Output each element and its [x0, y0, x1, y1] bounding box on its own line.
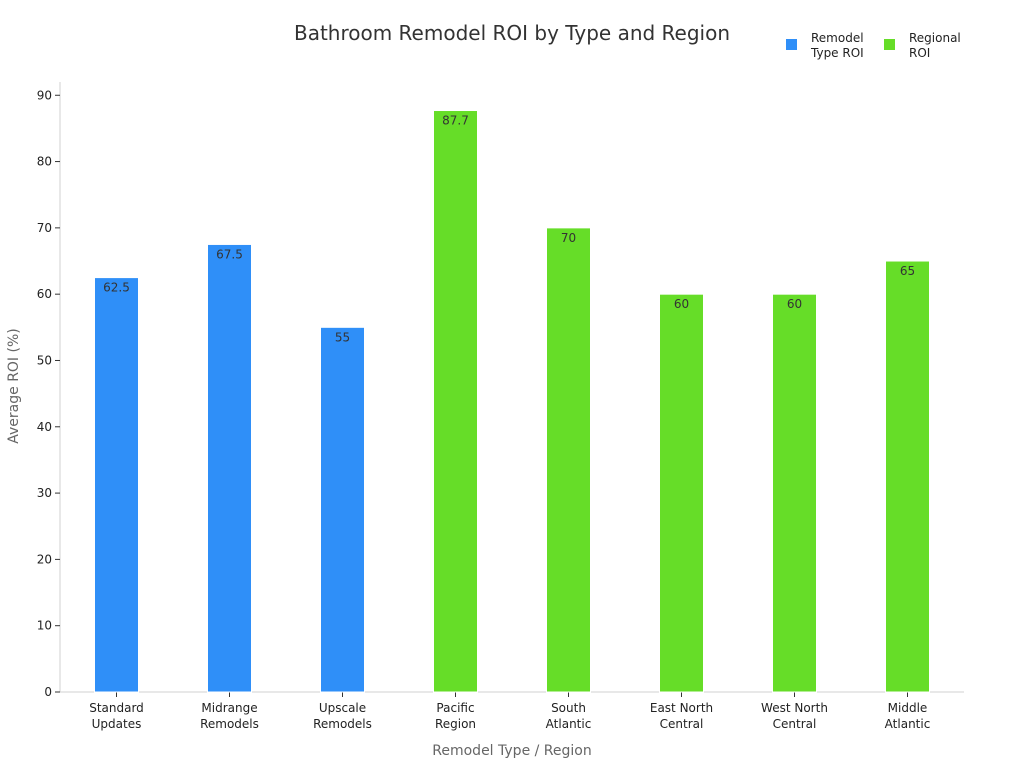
bar-value-label: 55 [335, 330, 350, 344]
legend-label: Remodel Type ROI [810, 31, 864, 60]
bar-value-label: 87.7 [442, 114, 469, 128]
chart-title: Bathroom Remodel ROI by Type and Region [294, 21, 730, 45]
y-tick-label: 90 [37, 88, 52, 102]
legend-swatch [884, 39, 895, 50]
x-tick-label: West North Central [761, 701, 828, 731]
bar [433, 110, 478, 693]
x-tick-label: Upscale Remodels [313, 701, 372, 731]
bar [772, 293, 817, 693]
y-tick-label: 40 [37, 420, 52, 434]
bar-value-label: 60 [787, 297, 802, 311]
y-tick-label: 80 [37, 155, 52, 169]
legend-label: Regional ROI [909, 31, 961, 60]
bar [659, 293, 704, 693]
y-tick-label: 70 [37, 221, 52, 235]
y-tick-label: 50 [37, 353, 52, 367]
bar [546, 227, 591, 693]
x-tick-label: Standard Updates [89, 701, 144, 731]
y-tick-label: 30 [37, 486, 52, 500]
x-axis: Standard Updates Midrange Remodels Upscale Re… [60, 691, 964, 731]
y-tick-label: 60 [37, 287, 52, 301]
y-tick-label: 0 [44, 685, 52, 699]
x-tick-label: Middle Atlantic [885, 701, 931, 731]
y-tick-label: 20 [37, 552, 52, 566]
bar-value-label: 62.5 [103, 281, 130, 295]
y-axis-title: Average ROI (%) [6, 328, 22, 444]
x-axis-title: Remodel Type / Region [432, 743, 591, 759]
bars [94, 110, 930, 693]
legend-swatch [786, 39, 797, 50]
x-tick-label: Midrange Remodels [200, 701, 259, 731]
bar-value-label: 65 [900, 264, 915, 278]
legend: Remodel Type ROI Regional ROI [786, 31, 961, 60]
bar-value-label: 70 [561, 231, 576, 245]
bar [207, 243, 252, 693]
bar-value-label: 60 [674, 297, 689, 311]
x-tick-label: Pacific Region [435, 701, 476, 731]
y-axis: 0 10 20 30 40 50 60 70 80 90 [37, 82, 61, 699]
bar-value-label: 67.5 [216, 247, 243, 261]
bar [885, 260, 930, 693]
bar [320, 326, 365, 693]
y-tick-label: 10 [37, 619, 52, 633]
x-tick-label: East North Central [650, 701, 713, 731]
bar [94, 277, 139, 693]
x-tick-label: South Atlantic [546, 701, 592, 731]
data-labels: 62.5 67.5 55 87.7 70 60 60 65 [103, 114, 915, 345]
